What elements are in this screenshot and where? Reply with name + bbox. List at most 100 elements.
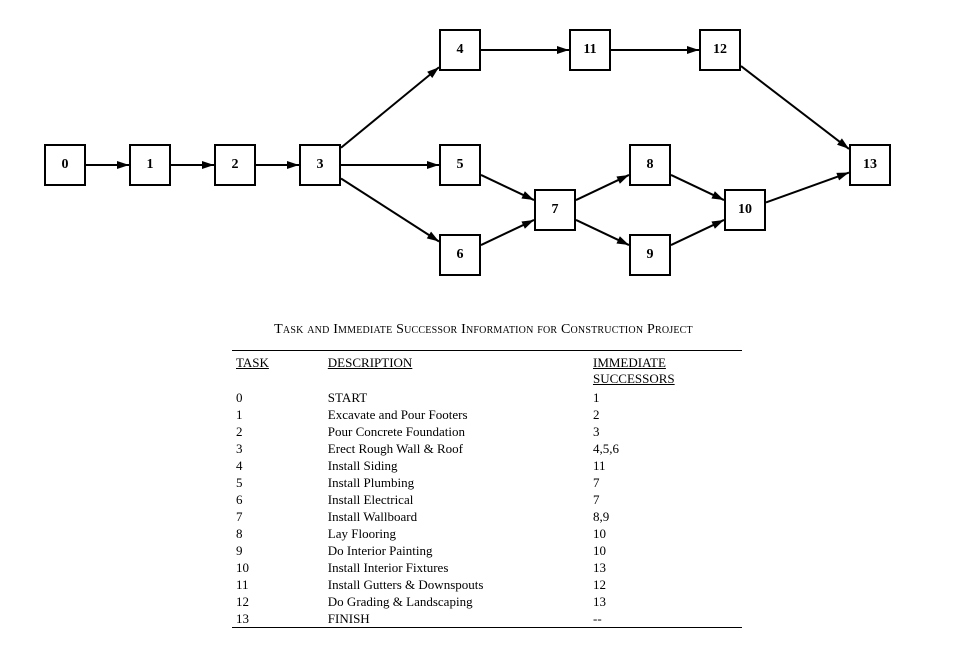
node-label: 5: [457, 157, 464, 173]
cell-successors: 13: [589, 559, 742, 576]
cell-task: 12: [232, 593, 324, 610]
node-11: 11: [569, 29, 611, 71]
table-row: 8Lay Flooring10: [232, 525, 742, 542]
node-label: 4: [457, 42, 464, 58]
cell-task: 0: [232, 389, 324, 406]
node-label: 8: [647, 157, 654, 173]
page: 012345678910111213 Task and Immediate Su…: [0, 0, 967, 654]
cell-successors: 13: [589, 593, 742, 610]
cell-successors: 10: [589, 525, 742, 542]
cell-task: 6: [232, 491, 324, 508]
table-row: 0START1: [232, 389, 742, 406]
node-label: 10: [738, 202, 752, 218]
cell-description: Install Siding: [324, 457, 589, 474]
table-row: 9Do Interior Painting10: [232, 542, 742, 559]
table-row: 11Install Gutters & Downspouts12: [232, 576, 742, 593]
table-row: 3Erect Rough Wall & Roof4,5,6: [232, 440, 742, 457]
cell-description: Install Interior Fixtures: [324, 559, 589, 576]
node-2: 2: [214, 144, 256, 186]
table-head: TASK DESCRIPTION IMMEDIATE SUCCESSORS: [232, 351, 742, 389]
cell-description: Install Plumbing: [324, 474, 589, 491]
node-label: 11: [583, 42, 596, 58]
node-5: 5: [439, 144, 481, 186]
table-row: 5Install Plumbing7: [232, 474, 742, 491]
node-7: 7: [534, 189, 576, 231]
cell-successors: 10: [589, 542, 742, 559]
task-table: TASK DESCRIPTION IMMEDIATE SUCCESSORS 0S…: [232, 350, 742, 628]
table-row: 2Pour Concrete Foundation3: [232, 423, 742, 440]
cell-successors: 8,9: [589, 508, 742, 525]
cell-description: Install Electrical: [324, 491, 589, 508]
cell-description: Install Wallboard: [324, 508, 589, 525]
node-12: 12: [699, 29, 741, 71]
cell-successors: 1: [589, 389, 742, 406]
col-task-header-text: TASK: [236, 355, 269, 370]
node-label: 7: [552, 202, 559, 218]
table-row: 1Excavate and Pour Footers2: [232, 406, 742, 423]
node-label: 12: [713, 42, 727, 58]
col-successors-header: IMMEDIATE SUCCESSORS: [589, 351, 742, 389]
node-8: 8: [629, 144, 671, 186]
network-diagram: 012345678910111213: [0, 0, 967, 310]
node-label: 6: [457, 247, 464, 263]
cell-description: Install Gutters & Downspouts: [324, 576, 589, 593]
node-label: 1: [147, 157, 154, 173]
table-row: 12Do Grading & Landscaping13: [232, 593, 742, 610]
node-9: 9: [629, 234, 671, 276]
table-body: 0START11Excavate and Pour Footers22Pour …: [232, 389, 742, 627]
cell-description: Erect Rough Wall & Roof: [324, 440, 589, 457]
task-table-grid: TASK DESCRIPTION IMMEDIATE SUCCESSORS 0S…: [232, 351, 742, 627]
node-label: 13: [863, 157, 877, 173]
cell-task: 5: [232, 474, 324, 491]
node-4: 4: [439, 29, 481, 71]
cell-successors: --: [589, 610, 742, 627]
cell-task: 3: [232, 440, 324, 457]
node-1: 1: [129, 144, 171, 186]
node-3: 3: [299, 144, 341, 186]
cell-task: 8: [232, 525, 324, 542]
cell-task: 13: [232, 610, 324, 627]
col-description-header-text: DESCRIPTION: [328, 355, 413, 370]
cell-task: 1: [232, 406, 324, 423]
table-row: 4Install Siding11: [232, 457, 742, 474]
node-0: 0: [44, 144, 86, 186]
table-row: 6Install Electrical7: [232, 491, 742, 508]
cell-description: Do Grading & Landscaping: [324, 593, 589, 610]
cell-description: Lay Flooring: [324, 525, 589, 542]
cell-description: Pour Concrete Foundation: [324, 423, 589, 440]
table-row: 7Install Wallboard8,9: [232, 508, 742, 525]
table-bottom-rule: [232, 627, 742, 628]
node-label: 0: [62, 157, 69, 173]
node-10: 10: [724, 189, 766, 231]
cell-successors: 11: [589, 457, 742, 474]
node-13: 13: [849, 144, 891, 186]
cell-description: FINISH: [324, 610, 589, 627]
cell-task: 2: [232, 423, 324, 440]
cell-successors: 4,5,6: [589, 440, 742, 457]
col-successors-header-line2: SUCCESSORS: [593, 371, 675, 386]
col-task-header: TASK: [232, 351, 324, 389]
cell-description: START: [324, 389, 589, 406]
node-label: 3: [317, 157, 324, 173]
cell-successors: 12: [589, 576, 742, 593]
col-description-header: DESCRIPTION: [324, 351, 589, 389]
node-6: 6: [439, 234, 481, 276]
node-label: 9: [647, 247, 654, 263]
cell-successors: 7: [589, 491, 742, 508]
cell-task: 9: [232, 542, 324, 559]
cell-description: Do Interior Painting: [324, 542, 589, 559]
cell-successors: 7: [589, 474, 742, 491]
table-row: 13FINISH--: [232, 610, 742, 627]
cell-task: 11: [232, 576, 324, 593]
cell-task: 7: [232, 508, 324, 525]
col-successors-header-line1: IMMEDIATE: [593, 355, 666, 370]
cell-successors: 3: [589, 423, 742, 440]
table-row: 10Install Interior Fixtures13: [232, 559, 742, 576]
cell-task: 10: [232, 559, 324, 576]
cell-description: Excavate and Pour Footers: [324, 406, 589, 423]
cell-task: 4: [232, 457, 324, 474]
table-header-row: TASK DESCRIPTION IMMEDIATE SUCCESSORS: [232, 351, 742, 389]
figure-caption: Task and Immediate Successor Information…: [0, 322, 967, 338]
cell-successors: 2: [589, 406, 742, 423]
node-label: 2: [232, 157, 239, 173]
